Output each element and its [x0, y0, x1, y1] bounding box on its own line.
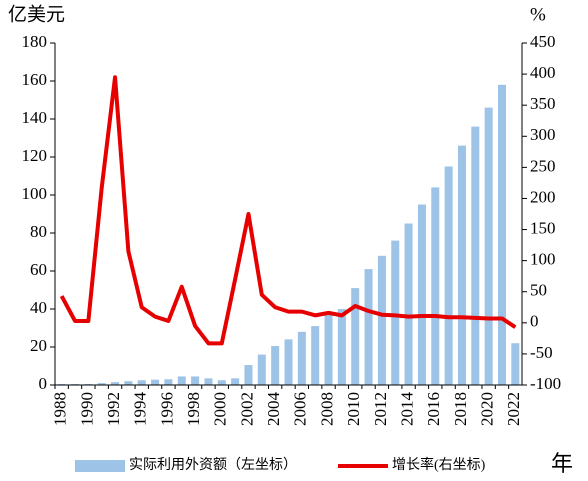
- bar: [497, 84, 506, 386]
- bar: [257, 354, 266, 385]
- bar: [484, 107, 493, 385]
- y-tick-label: 20: [30, 336, 47, 355]
- legend-label: 增长率(右坐标): [392, 456, 486, 473]
- y-tick-label: 0: [39, 374, 48, 393]
- bar: [244, 365, 253, 385]
- bar: [217, 380, 226, 385]
- bar: [177, 376, 186, 385]
- y-tick-label: 40: [30, 298, 47, 317]
- x-tick-label: 1996: [157, 392, 176, 426]
- legend-swatch: [75, 460, 125, 472]
- bar: [351, 288, 360, 385]
- bar: [324, 314, 333, 385]
- bar: [391, 240, 400, 385]
- y2-tick-label: 50: [530, 281, 547, 300]
- x-tick-label: 2002: [237, 392, 256, 426]
- x-tick-label: 2012: [371, 392, 390, 426]
- x-tick-label: 2000: [211, 392, 230, 426]
- bar: [231, 378, 240, 385]
- legend-label: 实际利用外资额（左坐标）: [129, 457, 297, 473]
- x-tick-label: 2020: [478, 392, 497, 426]
- y-tick-label: 140: [22, 108, 48, 127]
- x-tick-label: 1994: [131, 392, 150, 427]
- bar: [271, 346, 280, 385]
- bar: [337, 309, 346, 385]
- y2-tick-label: 250: [530, 156, 556, 175]
- y-tick-label: 100: [22, 184, 48, 203]
- y2-tick-label: 300: [530, 125, 556, 144]
- x-axis-label: 年: [551, 451, 573, 476]
- bar: [111, 382, 120, 385]
- x-tick-label: 1992: [104, 392, 123, 426]
- y-tick-label: 80: [30, 222, 47, 241]
- bar: [297, 331, 306, 385]
- bar: [124, 381, 133, 385]
- x-tick-label: 1990: [77, 392, 96, 426]
- y-tick-label: 180: [22, 32, 48, 51]
- bar: [377, 255, 386, 385]
- bar: [457, 145, 466, 385]
- bar: [417, 204, 426, 385]
- x-tick-label: 2018: [451, 392, 470, 426]
- bar: [137, 380, 146, 385]
- bar: [191, 376, 200, 385]
- y2-tick-label: -50: [530, 343, 553, 362]
- x-tick-label: 1988: [51, 392, 70, 426]
- y2-tick-label: 0: [530, 312, 539, 331]
- x-tick-label: 1998: [184, 392, 203, 426]
- x-tick-label: 2022: [504, 392, 523, 426]
- y2-tick-label: 400: [530, 63, 556, 82]
- bar: [471, 126, 480, 385]
- y-tick-label: 60: [30, 260, 47, 279]
- bar: [444, 166, 453, 385]
- y-axis-label: 亿美元: [8, 3, 65, 25]
- line: [59, 75, 517, 346]
- y2-tick-label: 100: [530, 250, 556, 269]
- y2-tick-label: 200: [530, 187, 556, 206]
- bar: [431, 187, 440, 385]
- bar: [151, 379, 160, 385]
- bar: [97, 383, 106, 385]
- bar: [311, 326, 320, 385]
- bar: [364, 269, 373, 385]
- x-tick-label: 2014: [397, 392, 416, 427]
- bar: [511, 343, 520, 385]
- x-tick-label: 2008: [317, 392, 336, 426]
- bar: [284, 339, 293, 385]
- y2-tick-label: 450: [530, 32, 556, 51]
- y-tick-label: 120: [22, 146, 48, 165]
- y2-tick-label: 350: [530, 94, 556, 113]
- bar: [164, 379, 173, 385]
- x-tick-label: 2006: [291, 392, 310, 426]
- y2-tick-label: 150: [530, 218, 556, 237]
- bar: [204, 378, 213, 385]
- y2-axis-label: %: [530, 4, 546, 25]
- x-tick-label: 2004: [264, 392, 283, 427]
- y-tick-label: 160: [22, 70, 48, 89]
- y2-tick-label: -100: [530, 374, 561, 393]
- x-tick-label: 2010: [344, 392, 363, 426]
- x-tick-label: 2016: [424, 392, 443, 426]
- bar: [404, 223, 413, 385]
